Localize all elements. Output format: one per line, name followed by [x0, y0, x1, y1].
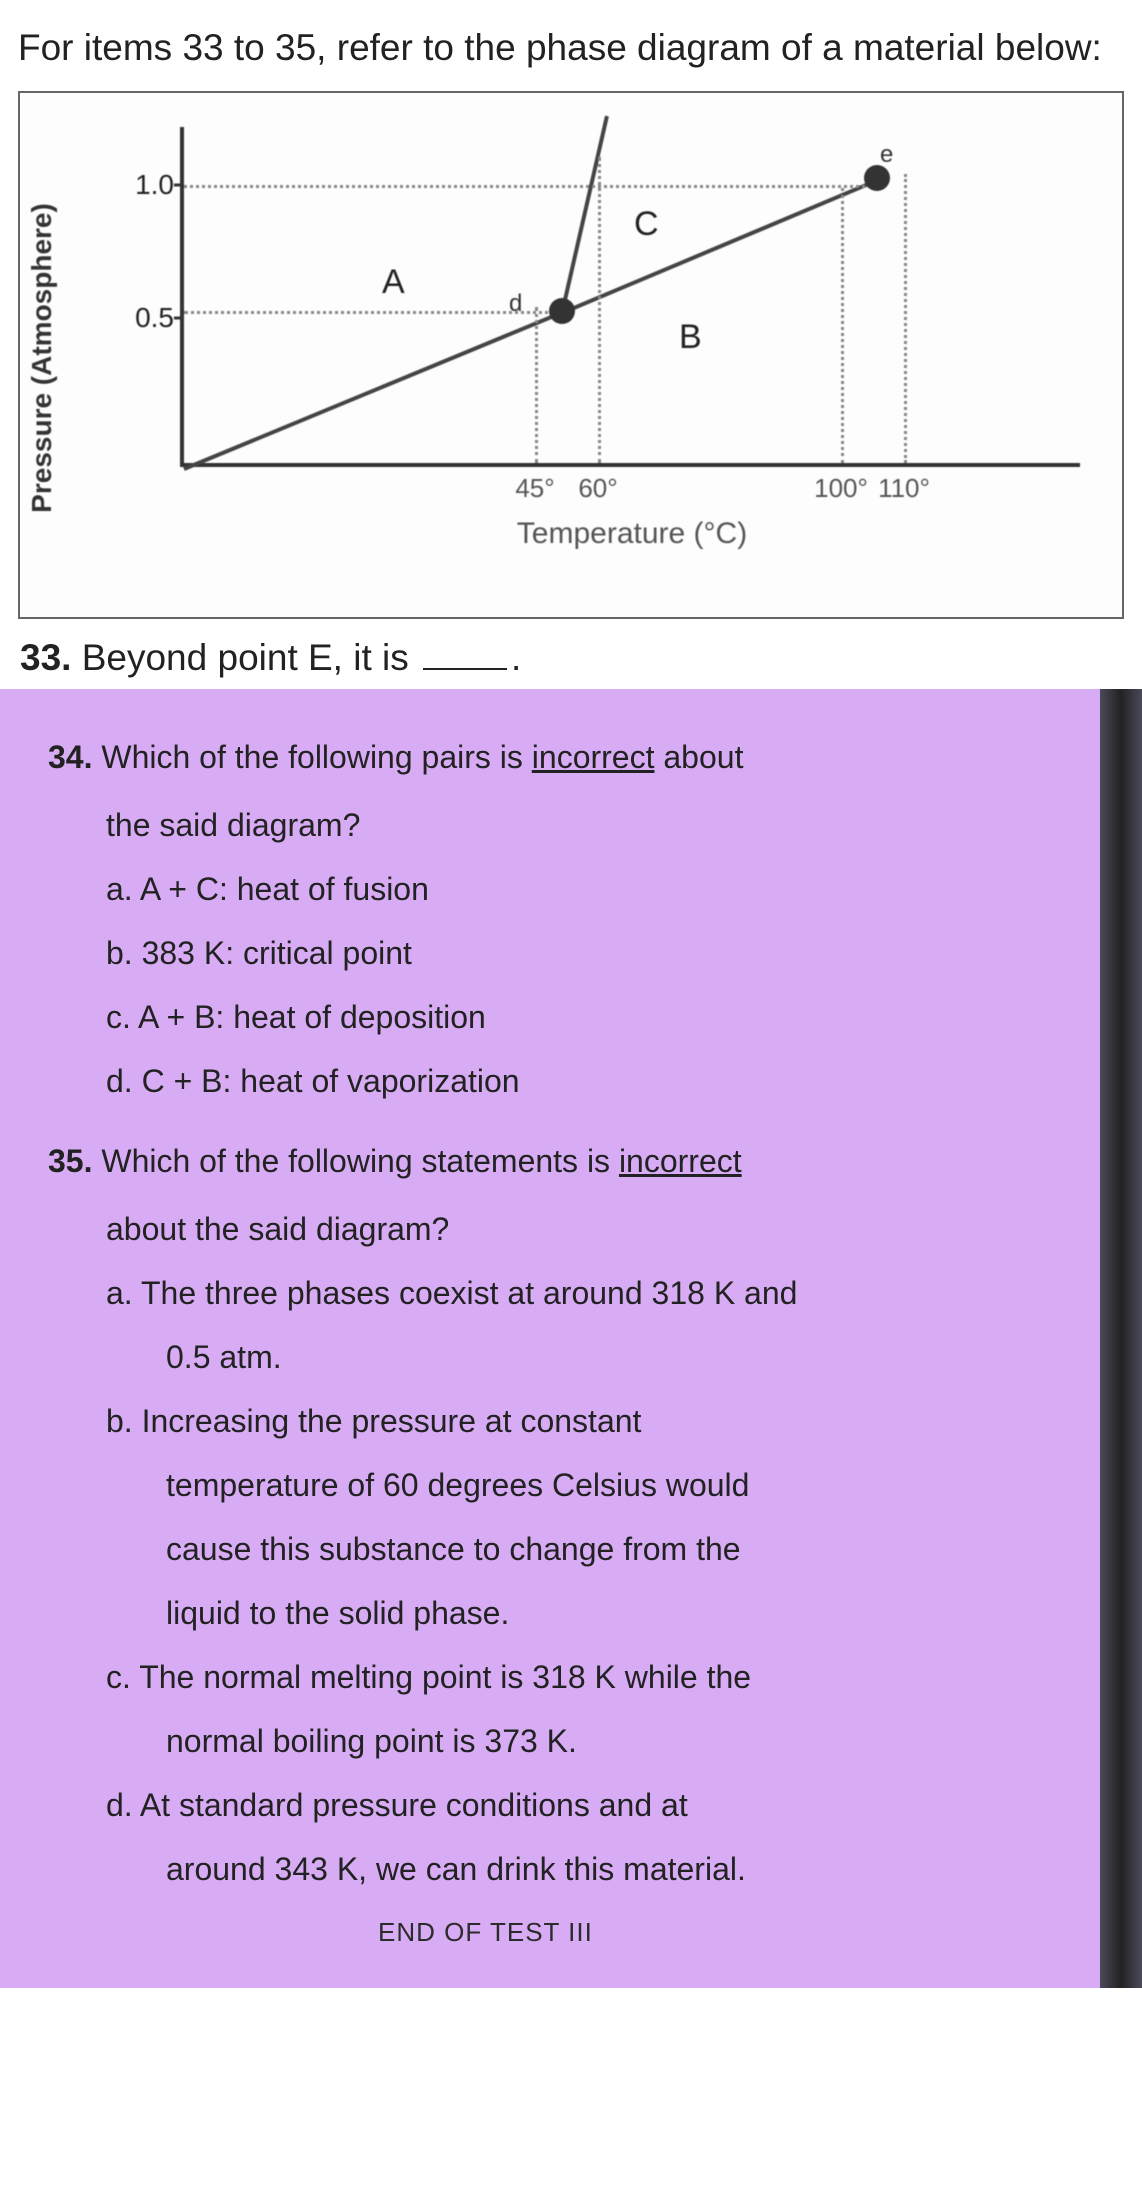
guide-line-h	[184, 311, 562, 314]
q33-text: Beyond point E, it is	[82, 637, 409, 678]
q34-opt-d: d. C + B: heat of vaporization	[48, 1049, 1042, 1113]
question-34: 34. Which of the following pairs is inco…	[48, 725, 1102, 1113]
guide-line-v	[598, 157, 601, 463]
phase-boundary	[561, 178, 878, 314]
q35-opt-c2: normal boiling point is 373 K.	[48, 1709, 1042, 1773]
q33-number: 33.	[20, 637, 71, 678]
region-label-A: A	[382, 263, 405, 302]
x-axis-label: Temperature (°C)	[517, 517, 747, 551]
triple-point	[549, 298, 575, 324]
x-tick-label: 60°	[578, 473, 617, 504]
q35-opt-d1: d. At standard pressure conditions and a…	[48, 1773, 1042, 1837]
q35-opt-b4: liquid to the solid phase.	[48, 1581, 1042, 1645]
diagram-frame: Pressure (Atmosphere) Temperature (°C) A…	[18, 91, 1124, 619]
q34-stem2: the said diagram?	[48, 793, 1042, 857]
guide-line-v	[904, 174, 907, 463]
q35-stem: 35. Which of the following statements is…	[48, 1129, 1042, 1193]
question-35: 35. Which of the following statements is…	[48, 1129, 1102, 1901]
guide-line-h	[184, 185, 877, 188]
y-axis-label: Pressure (Atmosphere)	[26, 203, 58, 513]
question-33: 33. Beyond point E, it is .	[18, 637, 1124, 679]
y-tick	[174, 183, 184, 186]
q35-stem2: about the said diagram?	[48, 1197, 1042, 1261]
q35-opt-b1: b. Increasing the pressure at constant	[48, 1389, 1042, 1453]
q35-opt-b2: temperature of 60 degrees Celsius would	[48, 1453, 1042, 1517]
plot-area: Temperature (°C) ABCde1.00.545°60°100°11…	[180, 127, 1080, 467]
q35-opt-c1: c. The normal melting point is 318 K whi…	[48, 1645, 1042, 1709]
x-tick-label: 110°	[878, 473, 930, 504]
guide-line-v	[535, 307, 538, 463]
q34-opt-c: c. A + B: heat of deposition	[48, 985, 1042, 1049]
x-tick-label: 100°	[814, 473, 868, 504]
x-tick-label: 45°	[515, 473, 554, 504]
blank-fill	[423, 668, 507, 670]
point-label-d: d	[509, 290, 522, 318]
footer-fragment: END OF TEST III	[48, 1917, 1102, 1948]
intro-text: For items 33 to 35, refer to the phase d…	[18, 18, 1124, 77]
q35-opt-d2: around 343 K, we can drink this material…	[48, 1837, 1042, 1901]
guide-line-v	[841, 188, 844, 463]
region-label-C: C	[634, 205, 659, 244]
y-tick-label: 0.5	[135, 302, 174, 334]
q34-opt-a: a. A + C: heat of fusion	[48, 857, 1042, 921]
phase-boundary	[560, 115, 609, 313]
q33-suffix: .	[511, 637, 521, 678]
phase-boundary	[183, 311, 563, 471]
q35-opt-a1: a. The three phases coexist at around 31…	[48, 1261, 1042, 1325]
q34-stem: 34. Which of the following pairs is inco…	[48, 725, 1042, 789]
q34-opt-b: b. 383 K: critical point	[48, 921, 1042, 985]
phase-diagram: Pressure (Atmosphere) Temperature (°C) A…	[30, 113, 1112, 603]
q35-opt-a2: 0.5 atm.	[48, 1325, 1042, 1389]
y-tick-label: 1.0	[135, 169, 174, 201]
region-label-B: B	[679, 318, 702, 357]
bottom-section: 34. Which of the following pairs is inco…	[0, 689, 1142, 1988]
top-section: For items 33 to 35, refer to the phase d…	[0, 0, 1142, 689]
y-tick	[174, 316, 184, 319]
q35-opt-b3: cause this substance to change from the	[48, 1517, 1042, 1581]
point-label-e: e	[880, 141, 893, 169]
